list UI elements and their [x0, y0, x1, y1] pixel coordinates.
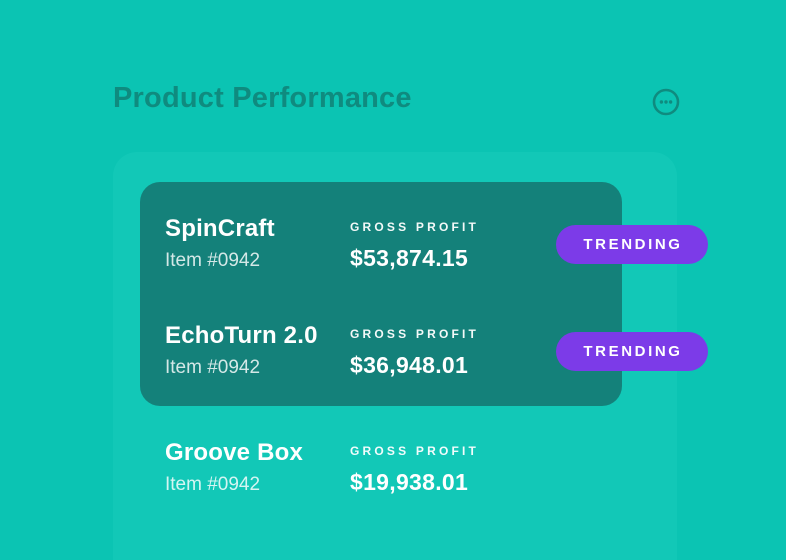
trending-badge[interactable]: TRENDING — [556, 225, 708, 264]
product-name: Groove Box — [165, 439, 304, 466]
gross-profit-label: GROSS PROFIT — [350, 444, 480, 458]
product-item-number: Item #0942 — [165, 357, 261, 378]
gross-profit-label: GROSS PROFIT — [350, 327, 480, 341]
gross-profit-block: GROSS PROFIT $19,938.01 — [350, 444, 479, 496]
gross-profit-block: GROSS PROFIT $36,948.01 — [350, 327, 479, 379]
product-row-echoturn: EchoTurn 2.0 Item #0942 GROSS PROFIT $36… — [0, 321, 786, 385]
gross-profit-value: $19,938.01 — [350, 469, 469, 495]
product-name: EchoTurn 2.0 — [165, 322, 318, 349]
page-title: Product Performance — [113, 82, 412, 114]
gross-profit-label: GROSS PROFIT — [350, 220, 480, 234]
overflow-menu-button[interactable] — [651, 87, 681, 117]
product-item-number: Item #0942 — [165, 250, 261, 271]
trending-badge[interactable]: TRENDING — [556, 332, 708, 371]
trending-badge-label: TRENDING — [583, 343, 683, 360]
product-row-groovebox: Groove Box Item #0942 GROSS PROFIT $19,9… — [0, 438, 786, 502]
product-name: SpinCraft — [165, 215, 275, 242]
product-row-spincraft: SpinCraft Item #0942 GROSS PROFIT $53,87… — [0, 214, 786, 278]
gross-profit-block: GROSS PROFIT $53,874.15 — [350, 220, 479, 272]
ellipsis-circle-icon — [651, 88, 681, 120]
product-item-number: Item #0942 — [165, 474, 261, 495]
gross-profit-value: $36,948.01 — [350, 352, 469, 378]
gross-profit-value: $53,874.15 — [350, 245, 469, 271]
trending-products-card — [140, 182, 622, 406]
trending-badge-label: TRENDING — [583, 236, 683, 253]
